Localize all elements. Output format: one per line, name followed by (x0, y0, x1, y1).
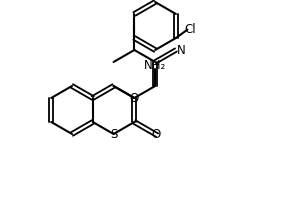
Text: S: S (110, 128, 117, 141)
Text: NH₂: NH₂ (144, 59, 166, 72)
Text: O: O (152, 128, 161, 141)
Text: Cl: Cl (185, 23, 196, 36)
Text: N: N (176, 44, 185, 56)
Text: O: O (130, 91, 139, 105)
